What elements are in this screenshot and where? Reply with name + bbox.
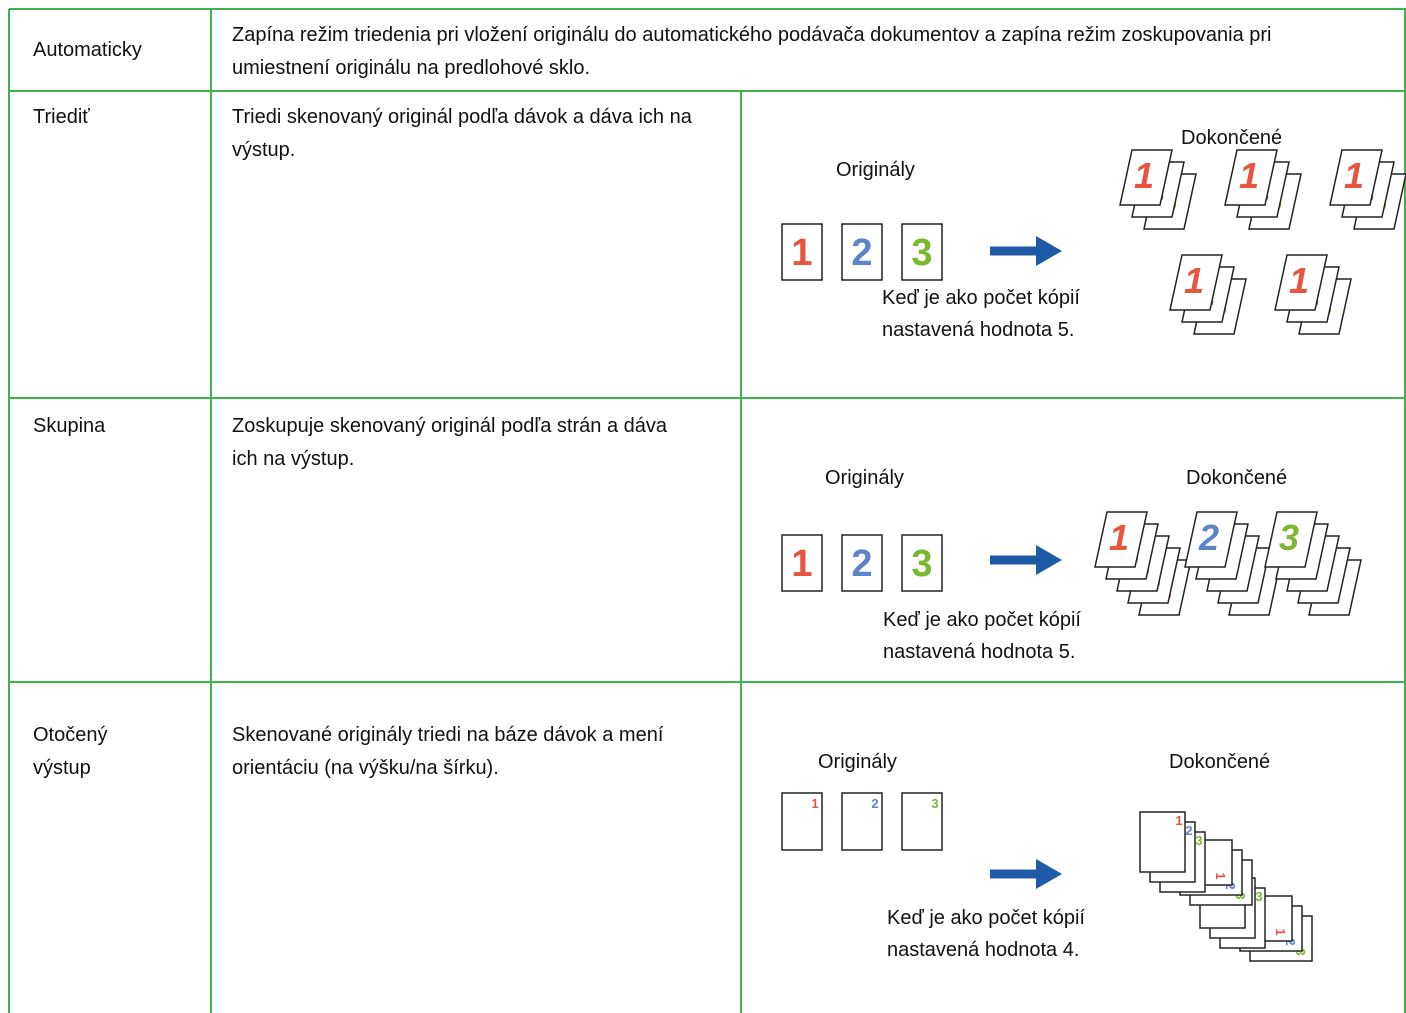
page-number: 3 [1293, 948, 1308, 955]
page-number: 1 [1175, 813, 1182, 828]
page-number: 3 [1195, 833, 1202, 848]
page-number: 1 [811, 796, 818, 811]
page [1184, 511, 1238, 568]
page [1274, 254, 1328, 311]
page [1119, 149, 1173, 206]
page-number: 2 [871, 796, 878, 811]
page-number: 2 [1185, 823, 1192, 838]
page-number: 1 [1184, 260, 1204, 301]
row-label: Otočený výstup [33, 724, 108, 779]
original-page [781, 223, 823, 281]
original-page [901, 223, 943, 281]
originals-label: Originály [825, 467, 904, 489]
page-number: 3 [911, 543, 932, 585]
arrow-head [1036, 545, 1062, 575]
finished-label: Dokončené [1169, 751, 1271, 773]
diagram-note: Keď je ako počet kópií nastavená hodnota… [883, 609, 1081, 663]
page-number: 3 [911, 232, 932, 274]
page [1094, 511, 1148, 568]
original-page [901, 792, 943, 851]
original-page [841, 534, 883, 592]
original-page [781, 534, 823, 592]
page-number: 1 [1213, 872, 1228, 879]
row-description: Zoskupuje skenovaný originál podľa strán… [232, 415, 667, 470]
row-label: Skupina [33, 415, 106, 437]
row-label: Automaticky [33, 39, 142, 61]
page [1139, 811, 1186, 873]
originals-label: Originály [818, 751, 897, 773]
original-page [901, 534, 943, 592]
page-number: 1 [1109, 517, 1129, 558]
page-number: 3 [1233, 892, 1248, 899]
finished-label: Dokončené [1186, 467, 1288, 489]
finished-label: Dokončené [1181, 127, 1283, 149]
page-number: 2 [1198, 517, 1219, 558]
page-number: 1 [1344, 155, 1364, 196]
arrow-head [1036, 859, 1062, 889]
page-number: 1 [791, 543, 812, 585]
page [1169, 254, 1223, 311]
diagram-note: Keď je ako počet kópií nastavená hodnota… [882, 287, 1080, 341]
page-number: 2 [1283, 938, 1298, 945]
page-number: 1 [1273, 928, 1288, 935]
row-label: Triediť [33, 106, 90, 128]
original-page [841, 792, 883, 851]
page-number: 2 [1223, 882, 1238, 889]
page-number: 1 [1289, 260, 1309, 301]
page-number: 3 [1279, 517, 1299, 558]
page [1224, 149, 1278, 206]
page-number: 1 [791, 232, 812, 274]
page-number: 2 [851, 543, 872, 585]
original-page [841, 223, 883, 281]
diagram-note: Keď je ako počet kópií nastavená hodnota… [887, 907, 1085, 961]
originals-label: Originály [836, 159, 915, 181]
arrow-head [1036, 236, 1062, 266]
original-page [781, 792, 823, 851]
page-number: 1 [1134, 155, 1154, 196]
page-number: 1 [1239, 155, 1259, 196]
row-description: Triedi skenovaný originál podľa dávok a … [232, 106, 692, 161]
page-number: 3 [1255, 889, 1262, 904]
row-description: Zapína režim triedenia pri vložení origi… [232, 24, 1272, 79]
page-number: 3 [931, 796, 938, 811]
row-description: Skenované originály triedi na báze dávok… [232, 724, 664, 779]
page [1264, 511, 1318, 568]
page [1329, 149, 1383, 206]
page-number: 2 [851, 232, 872, 274]
